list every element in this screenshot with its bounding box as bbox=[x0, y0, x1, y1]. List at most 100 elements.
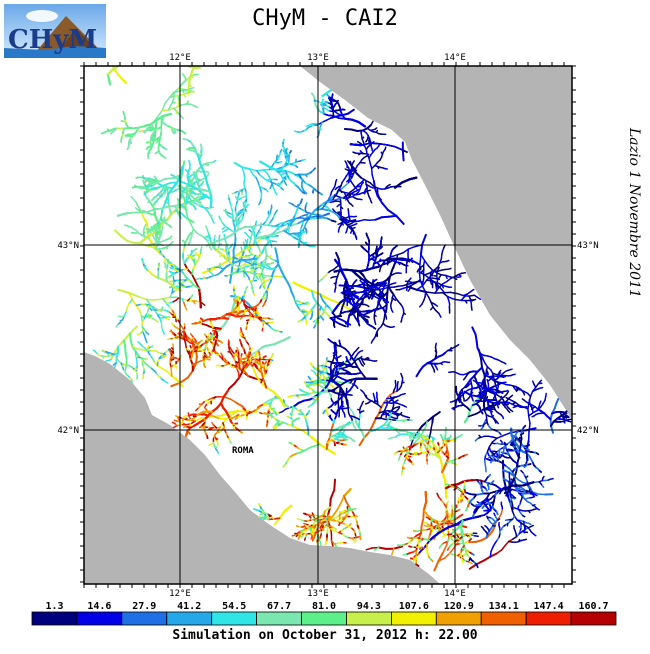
river-segment bbox=[262, 322, 264, 323]
river-segment bbox=[524, 393, 525, 395]
river-segment bbox=[309, 516, 310, 518]
river-segment bbox=[435, 351, 436, 353]
river-segment bbox=[394, 397, 396, 398]
river-segment bbox=[212, 423, 213, 425]
river-segment bbox=[361, 351, 363, 352]
river-segment bbox=[207, 236, 210, 237]
river-segment bbox=[189, 161, 190, 163]
river-segment bbox=[245, 232, 247, 233]
river-segment bbox=[210, 215, 212, 216]
river-segment bbox=[264, 281, 266, 282]
river-segment bbox=[191, 334, 192, 336]
river-segment bbox=[390, 420, 391, 422]
river-segment bbox=[335, 188, 337, 190]
river-segment bbox=[532, 416, 534, 417]
river-segment bbox=[330, 499, 331, 508]
river-segment bbox=[257, 278, 258, 280]
river-segment bbox=[519, 540, 520, 542]
river-segment bbox=[499, 370, 500, 372]
river-segment bbox=[185, 170, 187, 171]
river-segment bbox=[341, 191, 342, 193]
river-segment bbox=[259, 232, 261, 233]
river-segment bbox=[209, 444, 211, 445]
river-segment bbox=[469, 295, 474, 296]
river-segment bbox=[315, 209, 322, 210]
river-segment bbox=[403, 420, 405, 421]
river-segment bbox=[376, 401, 378, 402]
river-segment bbox=[425, 523, 427, 524]
river-segment bbox=[383, 294, 384, 296]
river-segment bbox=[238, 224, 239, 230]
river-segment bbox=[322, 529, 323, 531]
river-segment bbox=[378, 167, 379, 169]
river-segment bbox=[389, 438, 391, 439]
river-segment bbox=[131, 197, 132, 199]
river-segment bbox=[421, 245, 422, 255]
river-segment bbox=[421, 449, 422, 451]
river-segment bbox=[437, 368, 438, 370]
river-segment bbox=[488, 372, 489, 374]
river-segment bbox=[144, 232, 145, 234]
river-segment bbox=[247, 257, 249, 258]
river-segment bbox=[297, 526, 299, 527]
river-segment bbox=[347, 180, 349, 181]
river-segment bbox=[426, 517, 428, 518]
river-segment bbox=[506, 391, 508, 392]
river-segment bbox=[298, 519, 300, 520]
river-segment bbox=[465, 400, 467, 401]
river-segment bbox=[400, 413, 401, 415]
river-segment bbox=[208, 174, 209, 176]
river-segment bbox=[440, 546, 441, 548]
river-segment bbox=[437, 531, 439, 532]
river-segment bbox=[522, 399, 524, 400]
river-segment bbox=[207, 172, 209, 173]
river-segment bbox=[333, 353, 334, 355]
river-segment bbox=[511, 395, 513, 396]
river-segment bbox=[223, 231, 225, 232]
river-segment bbox=[239, 198, 241, 199]
river-segment bbox=[146, 229, 148, 230]
river-segment bbox=[448, 269, 451, 270]
river-segment bbox=[93, 350, 95, 351]
river-segment bbox=[434, 276, 437, 277]
river-segment bbox=[206, 226, 207, 228]
river-segment bbox=[366, 403, 368, 404]
river-segment bbox=[196, 279, 198, 280]
river-segment bbox=[540, 401, 541, 404]
river-segment bbox=[257, 170, 264, 171]
river-segment bbox=[376, 131, 377, 133]
river-segment bbox=[523, 516, 525, 517]
river-segment bbox=[350, 382, 352, 383]
river-segment bbox=[306, 203, 307, 205]
river-segment bbox=[377, 304, 378, 306]
river-segment bbox=[358, 186, 360, 187]
river-segment bbox=[551, 479, 553, 480]
river-segment bbox=[370, 220, 376, 221]
river-segment bbox=[341, 292, 343, 293]
river-segment bbox=[126, 353, 127, 358]
river-segment bbox=[252, 286, 253, 288]
river-segment bbox=[221, 249, 223, 250]
river-segment bbox=[568, 421, 570, 422]
river-segment bbox=[295, 131, 297, 132]
river-segment bbox=[446, 261, 449, 262]
river-segment bbox=[513, 498, 515, 499]
river-segment bbox=[244, 263, 245, 265]
river-segment bbox=[305, 310, 307, 311]
river-segment bbox=[503, 470, 504, 479]
river-segment bbox=[500, 492, 501, 494]
river-segment bbox=[311, 370, 313, 371]
river-segment bbox=[488, 380, 490, 381]
river-segment bbox=[366, 358, 368, 359]
river-segment bbox=[243, 242, 244, 244]
river-segment bbox=[164, 356, 166, 357]
river-segment bbox=[497, 422, 498, 424]
river-segment bbox=[219, 216, 220, 218]
river-segment bbox=[334, 480, 335, 490]
river-segment bbox=[529, 523, 531, 524]
river-segment bbox=[360, 151, 361, 153]
river-segment bbox=[338, 212, 339, 214]
river-segment bbox=[399, 458, 400, 460]
river-segment bbox=[161, 253, 162, 255]
river-segment bbox=[401, 451, 403, 452]
